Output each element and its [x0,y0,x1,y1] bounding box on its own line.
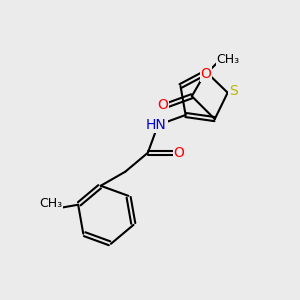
Text: HN: HN [146,118,167,132]
Text: S: S [229,84,238,98]
Text: O: O [200,67,211,81]
Text: O: O [173,146,184,160]
Text: CH₃: CH₃ [216,53,239,66]
Text: O: O [158,98,169,112]
Text: CH₃: CH₃ [39,197,62,210]
